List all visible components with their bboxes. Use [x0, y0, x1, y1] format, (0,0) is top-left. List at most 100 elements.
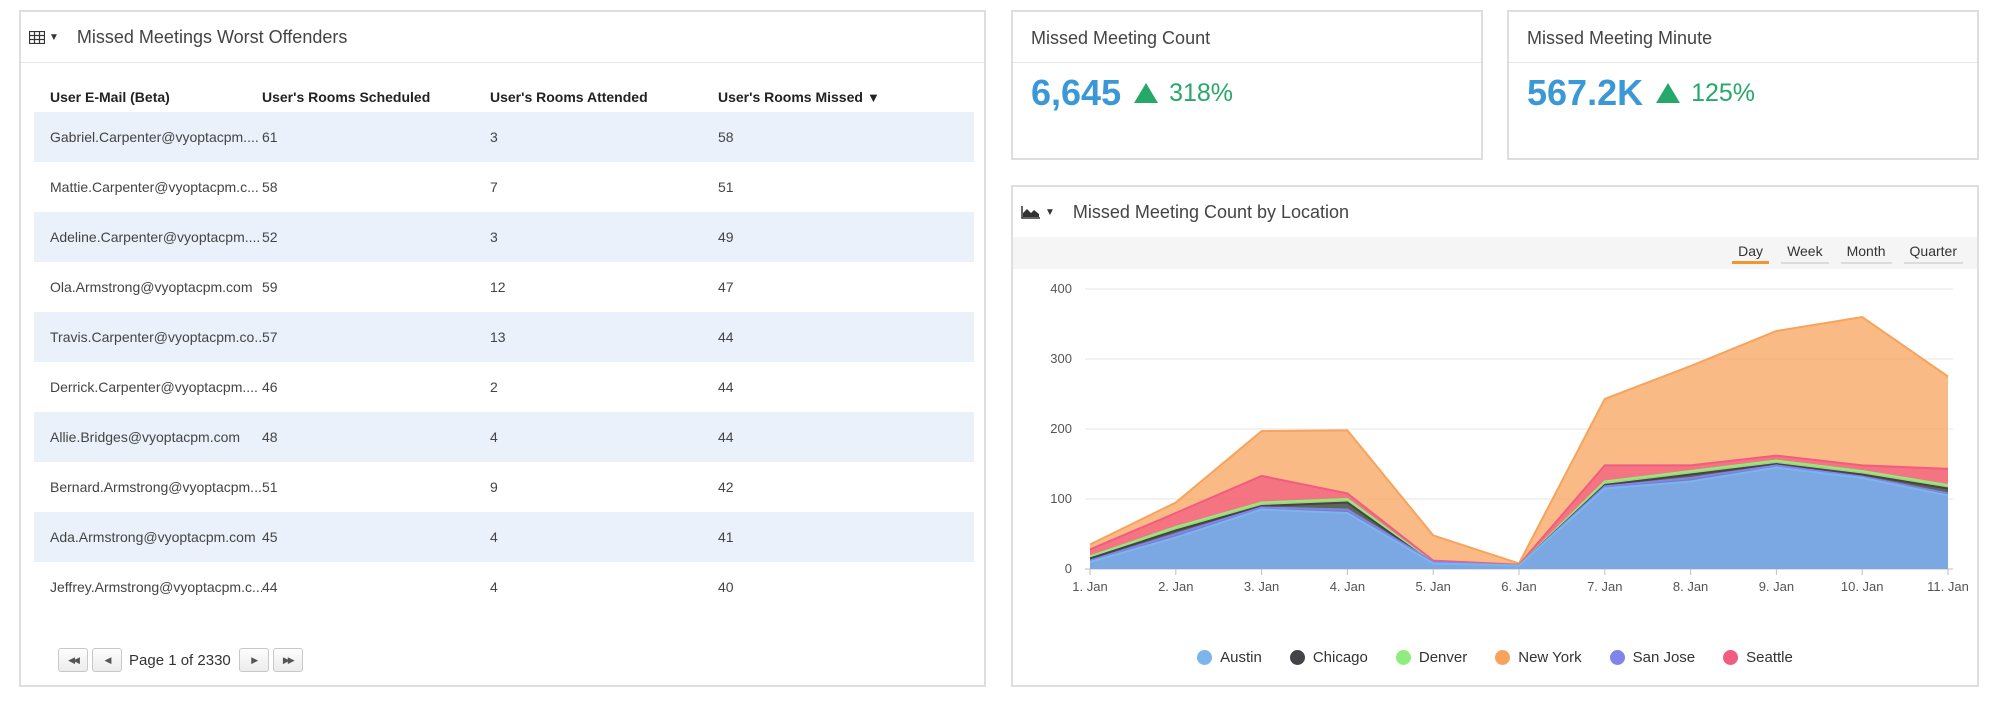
- cell-attended: 2: [490, 379, 498, 395]
- range-day-button[interactable]: Day: [1732, 243, 1770, 264]
- cell-missed: 41: [718, 529, 734, 545]
- y-tick-label: 200: [1050, 421, 1072, 436]
- missed-meeting-minute-card: Missed Meeting Minute 567.2K 125%: [1507, 10, 1979, 160]
- legend-marker-icon: [1495, 650, 1511, 665]
- table-row[interactable]: Bernard.Armstrong@vyoptacpm... 51 9 42: [34, 462, 974, 512]
- divider: [1013, 62, 1481, 63]
- legend-marker-icon: [1289, 650, 1305, 665]
- table-view-menu[interactable]: ▼: [29, 30, 59, 44]
- range-buttons: Day Week Month Quarter: [1720, 243, 1963, 264]
- cell-scheduled: 52: [262, 229, 278, 245]
- legend-marker-icon: [1609, 650, 1625, 665]
- area-chart-icon: [1021, 206, 1040, 219]
- caret-down-icon: ▼: [49, 31, 59, 43]
- x-tick-label: 3. Jan: [1244, 579, 1279, 594]
- worst-offenders-panel: ▼ Missed Meetings Worst Offenders User E…: [19, 10, 986, 687]
- previous-page-icon: ◀: [104, 654, 112, 665]
- cell-missed: 44: [718, 429, 734, 445]
- cell-missed: 58: [718, 129, 734, 145]
- y-tick-label: 100: [1050, 491, 1072, 506]
- last-page-button[interactable]: ▶▶: [272, 648, 303, 672]
- legend-item-austin[interactable]: Austin: [1197, 649, 1262, 666]
- column-header-attended[interactable]: User's Rooms Attended: [490, 89, 648, 105]
- trend-up-icon: [1133, 82, 1159, 104]
- cell-scheduled: 57: [262, 329, 278, 345]
- table-icon: [29, 30, 45, 44]
- x-tick-label: 8. Jan: [1673, 579, 1708, 594]
- table-row[interactable]: Travis.Carpenter@vyoptacpm.co... 57 13 4…: [34, 312, 974, 362]
- series-line-austin: [1089, 466, 1949, 567]
- cell-attended: 3: [490, 229, 498, 245]
- cell-attended: 12: [490, 279, 506, 295]
- table-row[interactable]: Mattie.Carpenter@vyoptacpm.c... 58 7 51: [34, 162, 974, 212]
- range-week-button[interactable]: Week: [1781, 243, 1829, 264]
- column-header-missed[interactable]: User's Rooms Missed ▼: [718, 89, 974, 105]
- cell-attended: 4: [490, 529, 498, 545]
- table-row[interactable]: Adeline.Carpenter@vyoptacpm.... 52 3 49: [34, 212, 974, 262]
- legend-item-denver[interactable]: Denver: [1395, 649, 1468, 666]
- series-area-austin[interactable]: [1090, 467, 1948, 570]
- kpi-value-row: 567.2K 125%: [1527, 72, 1755, 114]
- previous-page-button[interactable]: ◀: [92, 648, 122, 672]
- missed-meeting-count-card: Missed Meeting Count 6,645 318%: [1011, 10, 1483, 160]
- legend-item-new-york[interactable]: New York: [1495, 649, 1582, 666]
- cell-attended: 9: [490, 479, 498, 495]
- cell-email: Ada.Armstrong@vyoptacpm.com: [50, 529, 256, 545]
- legend-label: Denver: [1418, 649, 1468, 666]
- column-header-email[interactable]: User E-Mail (Beta): [50, 89, 170, 105]
- cell-email: Allie.Bridges@vyoptacpm.com: [50, 429, 241, 445]
- first-page-icon: ◀◀: [68, 654, 80, 665]
- cell-missed: 44: [718, 379, 734, 395]
- kpi-value-row: 6,645 318%: [1031, 72, 1233, 114]
- y-tick-label: 0: [1065, 561, 1072, 576]
- chart-type-menu[interactable]: ▼: [1021, 205, 1055, 219]
- cell-attended: 7: [490, 179, 498, 195]
- kpi-title: Missed Meeting Minute: [1527, 28, 1713, 48]
- page-indicator: Page 1 of 2330: [129, 651, 231, 669]
- table-row[interactable]: Allie.Bridges@vyoptacpm.com 48 4 44: [34, 412, 974, 462]
- table-row[interactable]: Ola.Armstrong@vyoptacpm.com 59 12 47: [34, 262, 974, 312]
- cell-missed: 49: [718, 229, 734, 245]
- table-row[interactable]: Gabriel.Carpenter@vyoptacpm.... 61 3 58: [34, 112, 974, 162]
- offenders-table: User E-Mail (Beta) User's Rooms Schedule…: [34, 82, 974, 612]
- panel-header: ▼ Missed Meeting Count by Location: [1013, 187, 1977, 238]
- cell-scheduled: 51: [262, 479, 278, 495]
- panel-title: Missed Meeting Count by Location: [1072, 201, 1350, 222]
- panel-title: Missed Meetings Worst Offenders: [76, 26, 348, 47]
- column-header-scheduled[interactable]: User's Rooms Scheduled: [262, 89, 431, 105]
- cell-scheduled: 45: [262, 529, 278, 545]
- x-tick-label: 2. Jan: [1158, 579, 1193, 594]
- legend-marker-icon: [1197, 650, 1213, 665]
- panel-header: ▼ Missed Meetings Worst Offenders: [21, 12, 984, 63]
- legend-item-san-jose[interactable]: San Jose: [1609, 649, 1695, 666]
- range-month-button[interactable]: Month: [1840, 243, 1892, 264]
- range-quarter-button[interactable]: Quarter: [1903, 243, 1963, 264]
- legend-label: Chicago: [1312, 649, 1368, 666]
- cell-email: Travis.Carpenter@vyoptacpm.co...: [50, 329, 262, 345]
- cell-scheduled: 48: [262, 429, 278, 445]
- cell-missed: 51: [718, 179, 734, 195]
- cell-email: Ola.Armstrong@vyoptacpm.com: [50, 279, 253, 295]
- legend-item-chicago[interactable]: Chicago: [1289, 649, 1368, 666]
- y-tick-label: 300: [1050, 351, 1072, 366]
- kpi-change: 125%: [1691, 78, 1756, 107]
- caret-down-icon: ▼: [1045, 206, 1055, 218]
- cell-scheduled: 58: [262, 179, 278, 195]
- kpi-title: Missed Meeting Count: [1031, 28, 1211, 48]
- cell-email: Jeffrey.Armstrong@vyoptacpm.c...: [50, 579, 262, 595]
- table-row[interactable]: Jeffrey.Armstrong@vyoptacpm.c... 44 4 40: [34, 562, 974, 612]
- cell-email: Gabriel.Carpenter@vyoptacpm....: [50, 129, 259, 145]
- legend-marker-icon: [1395, 650, 1411, 665]
- table-row[interactable]: Derrick.Carpenter@vyoptacpm.... 46 2 44: [34, 362, 974, 412]
- trend-up-icon: [1655, 82, 1681, 104]
- first-page-button[interactable]: ◀◀: [58, 648, 88, 672]
- divider: [1509, 62, 1977, 63]
- sort-descending-icon[interactable]: ▼: [866, 89, 880, 105]
- x-tick-label: 1. Jan: [1072, 579, 1107, 594]
- table-row[interactable]: Ada.Armstrong@vyoptacpm.com 45 4 41: [34, 512, 974, 562]
- legend-item-seattle[interactable]: Seattle: [1723, 649, 1793, 666]
- kpi-change: 318%: [1169, 78, 1234, 107]
- legend-marker-icon: [1723, 650, 1739, 665]
- cell-email: Mattie.Carpenter@vyoptacpm.c...: [50, 179, 259, 195]
- next-page-button[interactable]: ▶: [238, 648, 269, 672]
